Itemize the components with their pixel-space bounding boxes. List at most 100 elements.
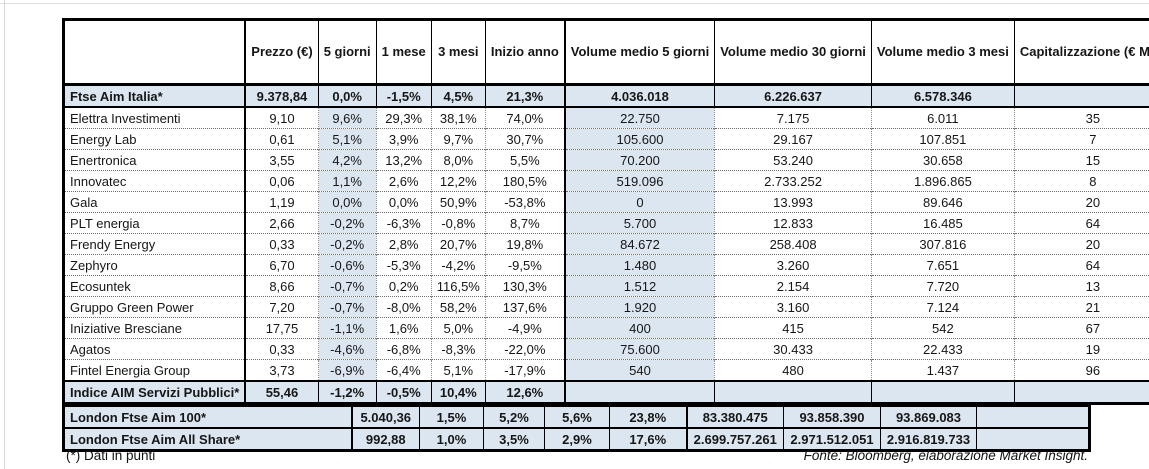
table-row: Energy Lab 0,61 5,1% 3,9% 9,7% 30,7% 105.600 29…	[63, 128, 1149, 150]
data-cell: 6.011	[870, 106, 1015, 129]
data-cell: 5.040,36	[350, 404, 420, 429]
data-cell: 5,2%	[483, 404, 545, 429]
data-cell	[714, 380, 872, 405]
data-cell: 992,88	[350, 427, 420, 452]
data-cell: 74,0%	[484, 106, 565, 129]
data-cell: 17,75	[244, 317, 319, 339]
table-row: Iniziative Bresciane 17,75 -1,1% 1,6% 5,0% -4…	[63, 317, 1149, 339]
data-cell: 20,7%	[430, 233, 486, 255]
table-row: Fintel Energia Group 3,73 -6,9% -6,4% 5,1% -1…	[63, 359, 1149, 381]
col-header-3mesi: 3 mesi	[430, 19, 486, 86]
row-label: Energy Lab	[63, 128, 246, 150]
data-cell: 1.920	[563, 296, 715, 318]
data-cell: -6,3%	[375, 212, 432, 234]
data-cell: 137,6%	[484, 296, 565, 318]
data-cell: 7.651	[870, 254, 1015, 276]
data-cell: 67	[1013, 317, 1149, 339]
data-cell: -17,9%	[484, 359, 565, 381]
table-row: Gala 1,19 0,0% 0,0% 50,9% -53,8% 0 13.993 89.646…	[63, 191, 1149, 213]
data-cell: 480	[714, 359, 872, 381]
data-cell: 0,2%	[375, 275, 432, 297]
data-cell: 64	[1013, 254, 1149, 276]
data-cell: 2,66	[244, 212, 319, 234]
data-cell: 15	[1013, 149, 1149, 171]
table-row: London Ftse Aim All Share* 992,88 1,0% 3,5%…	[63, 427, 1090, 452]
table-row: Zephyro 6,70 -0,6% -5,3% -4,2% -9,5% 1.480 3.26…	[63, 254, 1149, 276]
data-cell: 5.700	[563, 212, 715, 234]
data-cell: 20	[1013, 233, 1149, 255]
data-cell: 0,33	[244, 233, 319, 255]
data-cell: 2,9%	[544, 427, 610, 452]
data-cell: 9,7%	[430, 128, 486, 150]
col-header-capitalizzazione: Capitalizzazione (€ Mln)	[1013, 19, 1149, 86]
data-cell: 6.226.637	[714, 83, 872, 108]
data-cell: 107.851	[870, 128, 1015, 150]
data-cell	[1013, 380, 1149, 405]
data-cell: 6,70	[244, 254, 319, 276]
data-cell: 89.646	[870, 191, 1015, 213]
row-label: Frendy Energy	[63, 233, 246, 255]
data-cell: -1,5%	[375, 83, 432, 108]
data-cell: 4,5%	[430, 83, 486, 108]
data-cell: 1,6%	[375, 317, 432, 339]
data-cell: 22.433	[870, 338, 1015, 360]
data-cell: 0,61	[244, 128, 319, 150]
data-cell: 400	[563, 317, 715, 339]
data-cell: 258.408	[714, 233, 872, 255]
data-cell: 116,5%	[430, 275, 486, 297]
col-header-prezzo: Prezzo (€)	[244, 19, 319, 86]
page-edge-left-line	[4, 0, 5, 469]
table-row: PLT energia 2,66 -0,2% -6,3% -0,8% 8,7% 5.700 1…	[63, 212, 1149, 234]
data-cell: 7.175	[714, 106, 872, 129]
data-cell: 2,8%	[375, 233, 432, 255]
data-cell: 10,4%	[430, 380, 486, 405]
data-cell: -0,2%	[317, 212, 377, 234]
data-cell: 5,1%	[430, 359, 486, 381]
col-header-volume-30giorni: Volume medio 30 giorni	[714, 19, 872, 86]
data-cell: 50,9%	[430, 191, 486, 213]
data-cell: 5,0%	[430, 317, 486, 339]
data-cell: 2.916.819.733	[880, 427, 977, 452]
table-row: Elettra Investimenti 9,10 9,6% 29,3% 38,1% 74…	[63, 106, 1149, 129]
data-cell: -8,3%	[430, 338, 486, 360]
source-note: Fonte: Bloomberg, elaborazione Market In…	[803, 448, 1088, 463]
data-cell: -22,0%	[484, 338, 565, 360]
row-label: Elettra Investimenti	[63, 106, 246, 129]
data-cell: 8,7%	[484, 212, 565, 234]
data-cell: 9.378,84	[244, 83, 319, 108]
table-row: London Ftse Aim 100* 5.040,36 1,5% 5,2% 5,6%…	[63, 404, 1090, 429]
data-cell: -4,2%	[430, 254, 486, 276]
data-cell: 7.124	[870, 296, 1015, 318]
data-cell: 2,6%	[375, 170, 432, 192]
data-cell: 12.833	[714, 212, 872, 234]
data-cell: 2.733.252	[714, 170, 872, 192]
data-cell: 35	[1013, 106, 1149, 129]
footnote-dati-in-punti: (*) Dati in punti	[66, 448, 156, 463]
table-row: Frendy Energy 0,33 -0,2% 2,8% 20,7% 19,8% 84.6…	[63, 233, 1149, 255]
data-cell: 105.600	[563, 128, 715, 150]
data-cell	[870, 380, 1015, 405]
data-cell: 519.096	[563, 170, 715, 192]
data-cell: -0,7%	[317, 296, 377, 318]
data-cell: -8,0%	[375, 296, 432, 318]
data-cell: 5,1%	[317, 128, 377, 150]
data-cell: 29.167	[714, 128, 872, 150]
data-cell: 1,5%	[419, 404, 484, 429]
row-label: London Ftse Aim 100*	[63, 404, 352, 429]
data-cell: 5,6%	[544, 404, 610, 429]
data-cell: 415	[714, 317, 872, 339]
data-cell: 1.896.865	[870, 170, 1015, 192]
data-cell: 1.437	[870, 359, 1015, 381]
data-cell: 16.485	[870, 212, 1015, 234]
data-cell: 1.480	[563, 254, 715, 276]
data-cell: -5,3%	[375, 254, 432, 276]
col-header-volume-3mesi: Volume medio 3 mesi	[870, 19, 1015, 86]
data-cell: 7,20	[244, 296, 319, 318]
data-cell: 1.512	[563, 275, 715, 297]
col-header-name	[63, 19, 246, 86]
data-cell: 2.154	[714, 275, 872, 297]
row-label: PLT energia	[63, 212, 246, 234]
table-header: Prezzo (€) 5 giorni 1 mese 3 mesi Inizio…	[63, 19, 1149, 86]
row-label: London Ftse Aim All Share*	[63, 427, 352, 452]
